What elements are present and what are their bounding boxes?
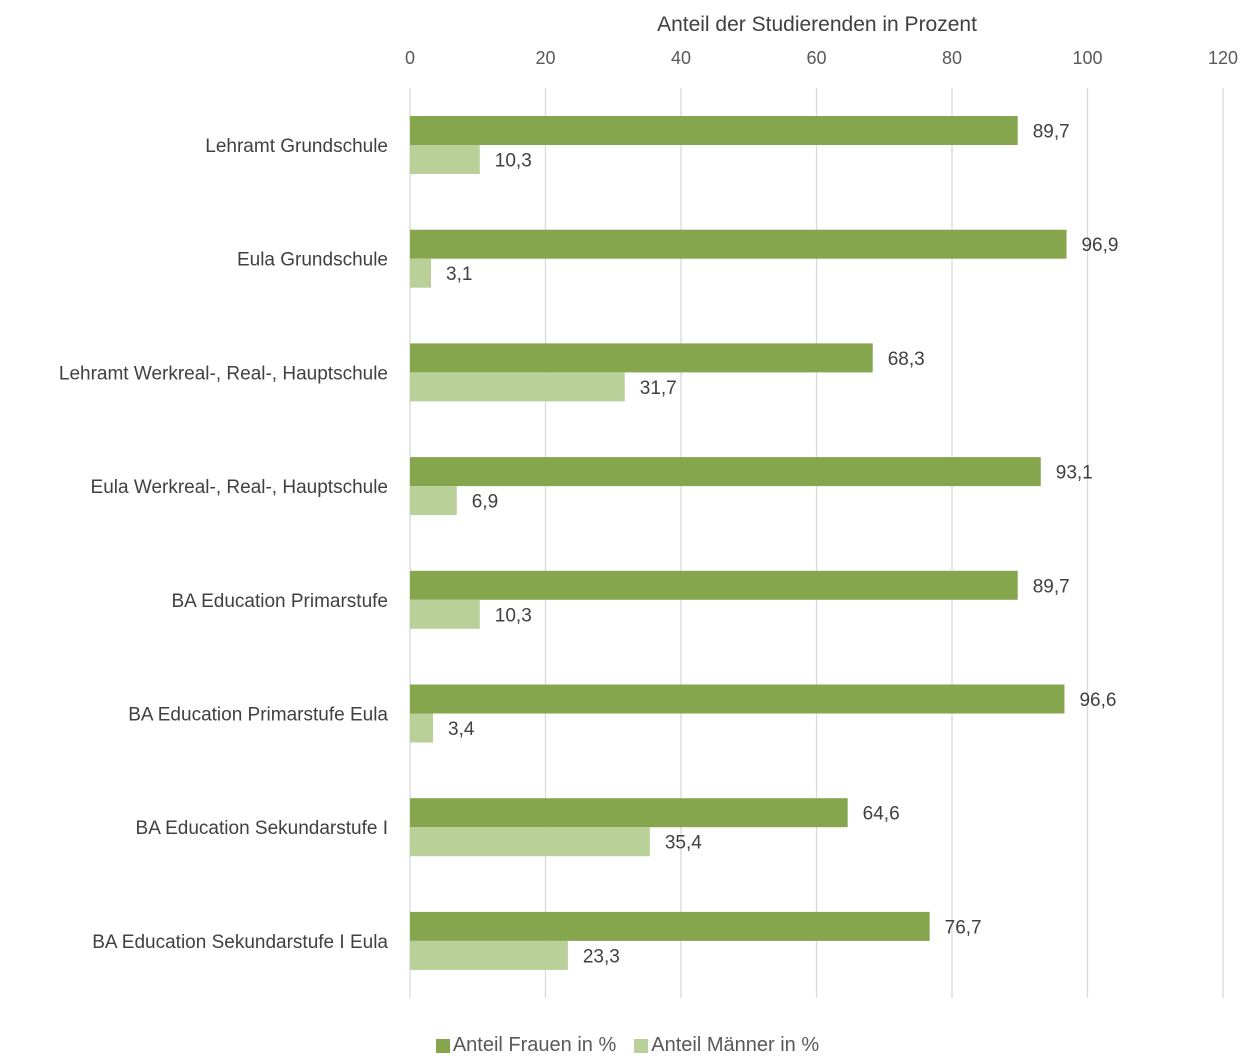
data-label: 96,9 <box>1081 235 1118 256</box>
x-tick-label: 120 <box>1208 48 1238 68</box>
data-label: 89,7 <box>1033 576 1070 597</box>
bar-frauen <box>410 343 873 373</box>
data-label: 10,3 <box>495 605 532 626</box>
x-tick-label: 0 <box>405 48 415 68</box>
data-label: 6,9 <box>472 492 498 513</box>
category-label: BA Education Sekundarstufe I <box>136 818 388 839</box>
category-label: Eula Werkreal-, Real-, Hauptschule <box>91 477 388 498</box>
x-axis-title: Anteil der Studierenden in Prozent <box>657 13 977 36</box>
bar-frauen <box>410 570 1018 600</box>
legend-swatch-maenner <box>634 1038 649 1053</box>
x-tick-label: 100 <box>1072 48 1102 68</box>
legend-label-frauen: Anteil Frauen in % <box>452 1034 617 1056</box>
gridlines <box>409 88 1224 998</box>
data-label: 23,3 <box>583 946 620 967</box>
bar-frauen <box>410 457 1041 487</box>
legend-item-maenner: Anteil Männer in % <box>634 1034 819 1057</box>
category-label: Lehramt Grundschule <box>205 136 388 157</box>
bar-frauen <box>410 911 930 941</box>
data-label: 3,4 <box>448 719 475 740</box>
data-label: 31,7 <box>640 378 677 399</box>
legend-label-maenner: Anteil Männer in % <box>651 1034 820 1056</box>
bar-frauen <box>410 229 1067 259</box>
data-label: 68,3 <box>888 349 925 370</box>
data-labels: 89,7 10,3 96,9 3,1 68,3 31,7 93,1 6,9 89,7 10,3 96… <box>446 122 1118 968</box>
legend-swatch-frauen <box>435 1038 450 1053</box>
bar-maenner <box>410 258 432 288</box>
bar-maenner <box>410 827 650 857</box>
data-label: 10,3 <box>495 151 532 172</box>
bar-frauen <box>410 116 1018 145</box>
data-label: 89,7 <box>1033 122 1070 143</box>
x-tick-label: 60 <box>806 48 826 68</box>
x-tick-label: 20 <box>535 48 555 68</box>
category-label: BA Education Primarstufe <box>172 591 389 612</box>
x-tick-label: 80 <box>942 48 962 68</box>
bar-chart: Anteil der Studierenden in Prozent 0 20 40… <box>59 13 1238 998</box>
x-tick-label: 40 <box>671 48 691 68</box>
bar-maenner <box>410 940 568 970</box>
data-label: 93,1 <box>1056 463 1093 484</box>
data-label: 64,6 <box>863 804 900 825</box>
bar-frauen <box>410 798 848 828</box>
legend: Anteil Frauen in % Anteil Männer in % <box>0 1032 1255 1059</box>
category-label: BA Education Primarstufe Eula <box>128 705 388 726</box>
data-label: 96,6 <box>1079 690 1116 711</box>
data-label: 3,1 <box>446 264 472 285</box>
category-labels: Lehramt Grundschule Eula Grundschule Lehra… <box>59 136 389 953</box>
bar-maenner <box>410 372 625 402</box>
bar-frauen <box>410 684 1065 714</box>
data-label: 35,4 <box>665 833 702 854</box>
bar-maenner <box>410 599 480 629</box>
category-label: Lehramt Werkreal-, Real-, Hauptschule <box>59 363 388 384</box>
x-axis-ticks: 0 20 40 60 80 100 120 <box>405 48 1238 68</box>
bar-maenner <box>410 486 457 516</box>
category-label: BA Education Sekundarstufe I Eula <box>92 932 388 953</box>
category-label: Eula Grundschule <box>237 250 388 271</box>
bar-maenner <box>410 713 434 743</box>
data-label: 76,7 <box>945 917 982 938</box>
legend-item-frauen: Anteil Frauen in % <box>435 1034 617 1057</box>
bars <box>410 116 1067 970</box>
bar-maenner <box>410 145 480 174</box>
